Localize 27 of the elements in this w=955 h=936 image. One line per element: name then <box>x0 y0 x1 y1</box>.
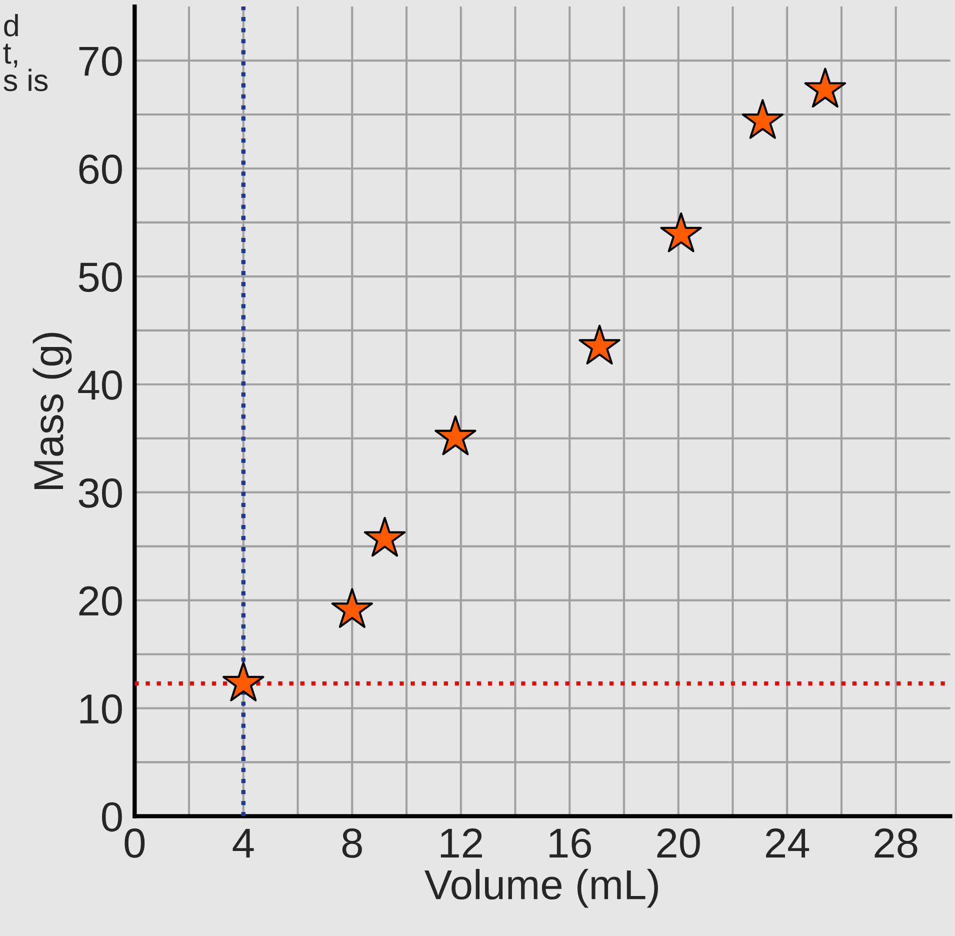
y-tick-label: 50 <box>78 262 122 292</box>
x-tick-label: 0 <box>124 828 145 858</box>
y-axis-title: Mass (g) <box>32 332 72 489</box>
text: d t, s is <box>3 14 48 92</box>
x-tick-label: 8 <box>342 828 362 858</box>
point <box>434 415 476 456</box>
x-tick-label: 20 <box>657 828 700 858</box>
y-tick-label: 30 <box>78 478 122 508</box>
point <box>742 99 784 139</box>
x-tick-label: 24 <box>766 828 810 858</box>
point <box>364 516 406 557</box>
x-tick-label: 4 <box>232 828 254 858</box>
y-tick-label: 10 <box>80 694 122 724</box>
y-tick-label: 70 <box>79 46 122 76</box>
point <box>660 212 702 252</box>
x-axis-title: Volume (mL) <box>424 868 658 908</box>
point <box>222 662 264 702</box>
x-tick-label: 28 <box>874 828 918 858</box>
y-tick-label: 60 <box>79 154 122 184</box>
x-tick-label: 16 <box>550 828 591 858</box>
point <box>578 324 620 364</box>
y-tick-label: 0 <box>102 802 122 832</box>
y-tick-label: 20 <box>79 586 122 616</box>
x-tick-label: 12 <box>440 828 482 858</box>
point <box>804 68 846 108</box>
point <box>331 588 373 628</box>
y-tick-label: 40 <box>78 370 122 400</box>
